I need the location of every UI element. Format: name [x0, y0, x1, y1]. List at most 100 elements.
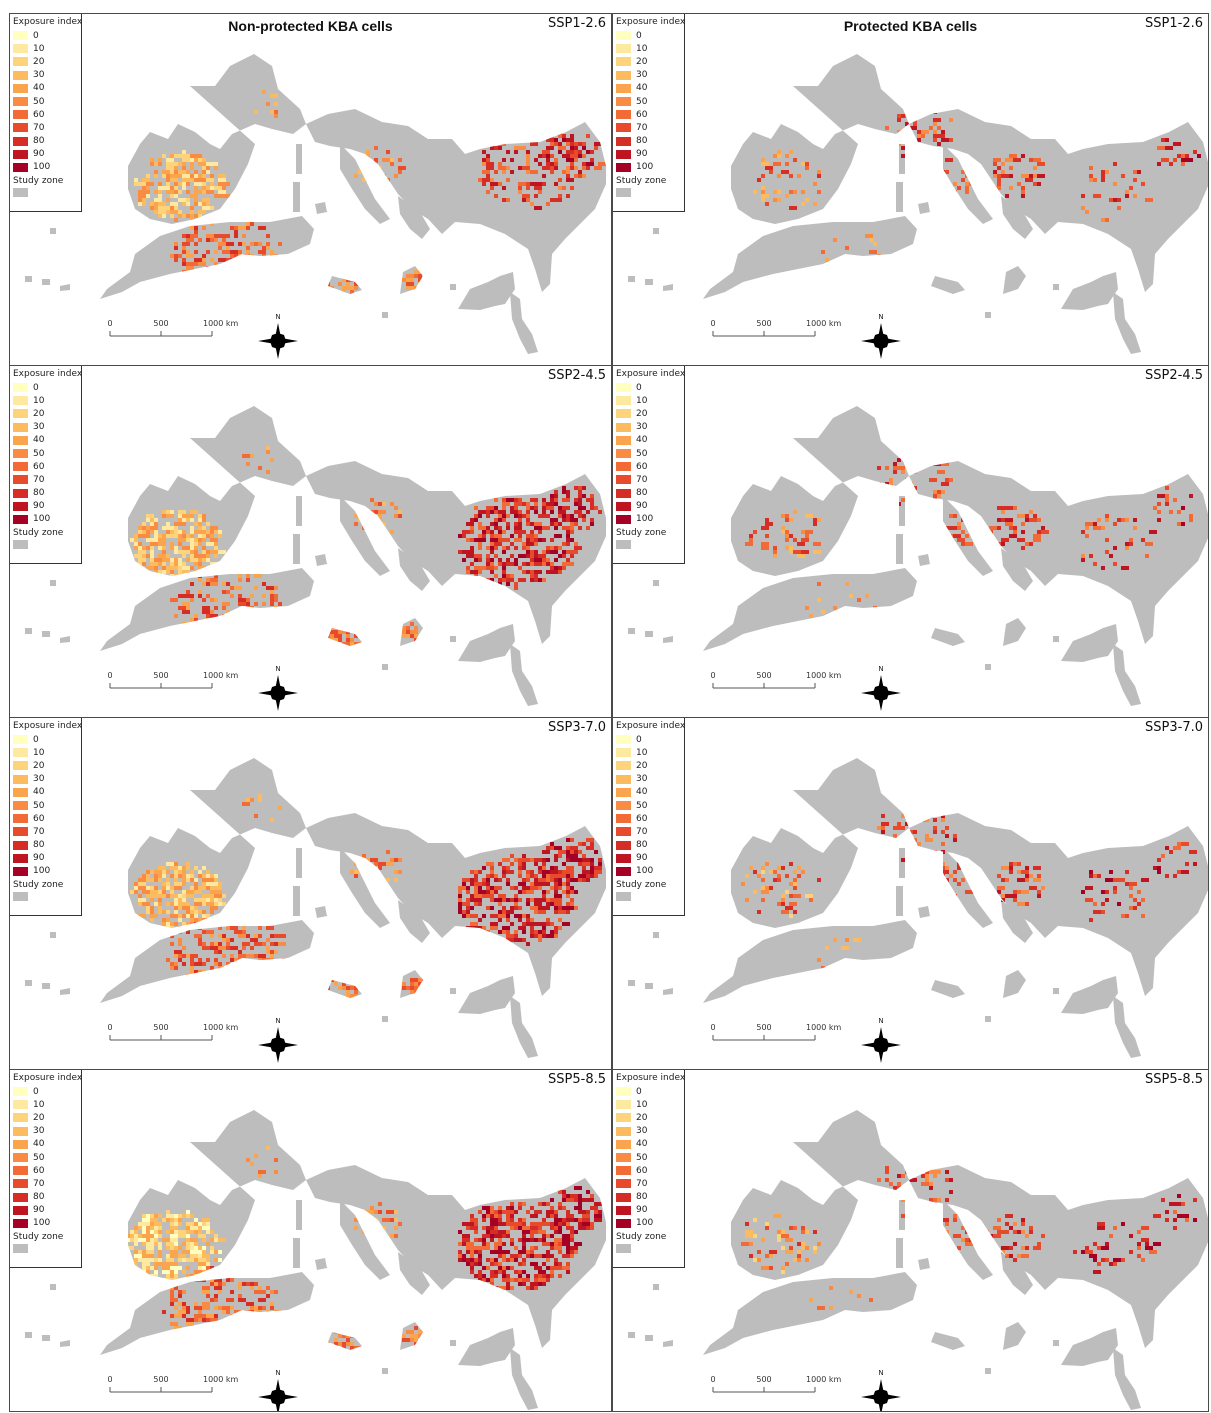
exposure-cell — [510, 1218, 514, 1222]
exposure-cell — [226, 1298, 230, 1302]
exposure-cell — [362, 178, 366, 182]
exposure-cell — [478, 870, 482, 874]
exposure-cell — [354, 870, 362, 874]
exposure-cell — [230, 966, 234, 970]
exposure-cell — [238, 1318, 242, 1322]
exposure-cell — [254, 574, 262, 578]
exposure-cell — [350, 626, 354, 630]
exposure-cell — [130, 1262, 134, 1266]
exposure-cell — [198, 590, 202, 594]
exposure-cell — [506, 578, 514, 582]
legend-label: 100 — [33, 1218, 51, 1229]
exposure-cell — [522, 1258, 526, 1262]
exposure-cell — [474, 898, 482, 902]
legend-swatch — [13, 475, 28, 485]
exposure-cell — [206, 198, 210, 202]
exposure-cell — [574, 1230, 578, 1234]
exposure-cell — [761, 526, 769, 530]
exposure-cell — [494, 170, 498, 174]
exposure-cell — [174, 962, 178, 966]
exposure-cell — [1165, 146, 1173, 150]
exposure-cell — [498, 894, 502, 898]
exposure-cell — [182, 262, 186, 266]
exposure-cell — [877, 266, 881, 270]
exposure-cell — [486, 154, 490, 158]
exposure-cell — [194, 866, 198, 870]
exposure-cell — [418, 1342, 422, 1346]
exposure-cell — [550, 1242, 554, 1246]
exposure-cell — [929, 126, 933, 130]
exposure-cell — [1093, 178, 1097, 182]
exposure-cell — [570, 146, 574, 150]
exposure-cell — [230, 1338, 234, 1342]
exposure-cell — [506, 1274, 510, 1278]
exposure-cell — [374, 1238, 378, 1242]
exposure-cell — [1157, 146, 1165, 150]
exposure-cell — [342, 274, 346, 278]
exposure-cell — [474, 902, 478, 906]
legend-title: Exposure index — [13, 369, 83, 379]
exposure-cell — [526, 542, 530, 546]
exposure-cell — [462, 530, 466, 534]
exposure-cell — [230, 1338, 234, 1342]
exposure-cell — [574, 1242, 582, 1246]
exposure-cell — [214, 1294, 218, 1298]
exposure-cell — [162, 1278, 166, 1282]
exposure-cell — [945, 158, 953, 162]
exposure-cell — [326, 634, 330, 638]
exposure-cell — [374, 162, 378, 166]
exposure-cell — [1025, 542, 1029, 546]
exposure-cell — [949, 514, 953, 518]
exposure-cell — [933, 150, 937, 154]
exposure-cell — [1181, 162, 1185, 166]
exposure-cell — [458, 1250, 462, 1254]
exposure-cell — [186, 558, 190, 562]
exposure-cell — [1153, 506, 1157, 510]
exposure-cell — [214, 274, 218, 278]
exposure-cell — [486, 166, 494, 170]
exposure-cell — [222, 194, 230, 198]
exposure-cell — [518, 1226, 522, 1230]
exposure-cell — [574, 1246, 578, 1250]
exposure-cell — [214, 1282, 218, 1286]
exposure-cell — [554, 130, 562, 134]
exposure-cell — [166, 902, 170, 906]
exposure-cell — [550, 1246, 554, 1250]
exposure-cell — [182, 1214, 186, 1218]
exposure-cell — [530, 522, 534, 526]
exposure-cell — [586, 1218, 590, 1222]
exposure-cell — [546, 1258, 550, 1262]
exposure-cell — [138, 1254, 142, 1258]
exposure-cell — [1037, 182, 1041, 186]
legend-label: 60 — [33, 109, 45, 120]
exposure-cell — [1089, 554, 1093, 558]
exposure-cell — [262, 582, 266, 586]
exposure-cell — [150, 1238, 154, 1242]
exposure-cell — [206, 918, 210, 922]
exposure-cell — [178, 214, 182, 218]
legend-label: 50 — [636, 448, 648, 459]
exposure-cell — [186, 178, 194, 182]
exposure-cell — [909, 470, 917, 474]
exposure-cell — [562, 1238, 566, 1242]
exposure-cell — [198, 1230, 202, 1234]
exposure-cell — [126, 1250, 130, 1254]
exposure-cell — [518, 498, 522, 502]
exposure-cell — [470, 1222, 474, 1226]
exposure-cell — [178, 154, 182, 158]
exposure-cell — [142, 202, 146, 206]
exposure-cell — [162, 562, 166, 566]
exposure-cell — [486, 1278, 490, 1282]
exposure-cell — [238, 982, 246, 986]
exposure-cell — [350, 1346, 354, 1350]
exposure-cell — [522, 126, 526, 130]
exposure-cell — [566, 1226, 570, 1230]
exposure-cell — [218, 1238, 226, 1242]
exposure-cell — [334, 982, 338, 986]
exposure-cell — [154, 170, 158, 174]
exposure-cell — [250, 922, 254, 926]
exposure-cell — [546, 898, 550, 902]
exposure-cell — [238, 614, 242, 618]
exposure-cell — [166, 178, 170, 182]
exposure-cell — [534, 930, 538, 934]
